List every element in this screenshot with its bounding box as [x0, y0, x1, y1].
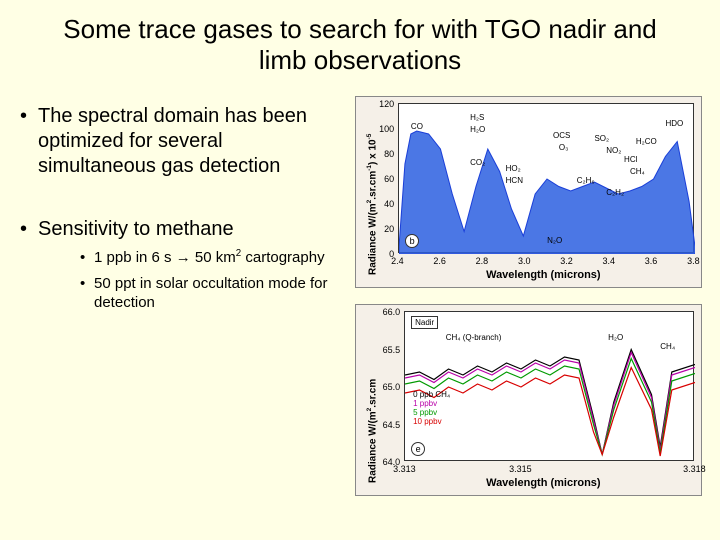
- chartA-ytick: 40: [372, 199, 394, 209]
- chartB-ytick: 66.0: [374, 307, 400, 317]
- chartA-plot: 0204060801001202.42.62.83.03.23.43.63.8C…: [398, 103, 694, 253]
- chartA-xtick: 3.4: [603, 256, 616, 266]
- chartB-plot: 64.064.565.065.566.03.3133.3153.318Nadir…: [404, 311, 694, 461]
- chartA-ytick: 80: [372, 149, 394, 159]
- bullet-sensitivity: Sensitivity to methane 1 ppb in 6 s → 50…: [18, 217, 345, 313]
- sb1-pre: 1 ppb in 6 s: [94, 249, 176, 266]
- gas-label: O₃: [559, 143, 568, 152]
- arrow-icon: →: [176, 249, 191, 266]
- chartB-xtick: 3.315: [509, 464, 532, 474]
- chartB-ylabel: Radiance W/(m2.sr.cm: [366, 379, 378, 483]
- sb1-post: 50 km: [191, 249, 236, 266]
- gas-label: HO₂: [506, 164, 521, 173]
- gas-label: H₂O: [470, 125, 485, 134]
- chartA-xtick: 3.0: [518, 256, 531, 266]
- left-column: The spectral domain has been optimized f…: [18, 96, 345, 496]
- gas-label: CH₄: [660, 342, 675, 351]
- chartB-ytick: 65.5: [374, 345, 400, 355]
- gas-label: OCS: [553, 131, 570, 140]
- gas-label: H₂S: [470, 113, 484, 122]
- chartA-xlabel: Wavelength (microns): [486, 269, 601, 281]
- ya-6: -5: [366, 134, 373, 140]
- gas-label: HDO: [665, 119, 683, 128]
- chart-spectral-domain: Radiance W/(m2.sr.cm-1) x 10-5 020406080…: [355, 96, 702, 288]
- chartB-xtick: 3.318: [683, 464, 706, 474]
- gas-label: C₂H₂: [606, 188, 624, 197]
- bullet-spectral: The spectral domain has been optimized f…: [18, 104, 345, 179]
- chartA-xtick: 3.2: [560, 256, 573, 266]
- content-row: The spectral domain has been optimized f…: [0, 84, 720, 496]
- gas-label: C₂H₆: [577, 176, 595, 185]
- gas-label: CO₂: [470, 158, 485, 167]
- nadir-label: Nadir: [411, 316, 438, 329]
- gas-label: N₂O: [547, 236, 562, 245]
- chartB-legend: 0 ppb CH₄1 ppbv5 ppbv10 ppbv: [413, 390, 450, 426]
- chartB-ytick: 64.5: [374, 420, 400, 430]
- gas-label: NO₂: [606, 146, 621, 155]
- gas-label: CH₄: [630, 167, 645, 176]
- gas-label: CO: [411, 122, 423, 131]
- bullet-sensitivity-text: Sensitivity to methane: [38, 218, 234, 240]
- page-title: Some trace gases to search for with TGO …: [0, 0, 720, 84]
- ya-1: Radiance W/(m: [367, 204, 378, 276]
- gas-label: H₂O: [608, 333, 623, 342]
- sb1-tail: cartography: [241, 249, 324, 266]
- chartA-xtick: 2.6: [433, 256, 446, 266]
- gas-label: CH₄ (Q-branch): [446, 333, 502, 342]
- gas-label: SO₂: [594, 134, 609, 143]
- yb-2: 2: [366, 408, 373, 412]
- chartA-ytick: 100: [372, 124, 394, 134]
- sub-bullet-cartography: 1 ppb in 6 s → 50 km2 cartography: [38, 248, 345, 268]
- ya-4: -1: [366, 165, 373, 171]
- chartB-ytick: 65.0: [374, 382, 400, 392]
- gas-label: HCl: [624, 155, 637, 164]
- chartA-ytick: 20: [372, 224, 394, 234]
- chartB-xtick: 3.313: [393, 464, 416, 474]
- legend-item: 1 ppbv: [413, 399, 450, 408]
- chart-methane: Radiance W/(m2.sr.cm 64.064.565.065.566.…: [355, 304, 702, 496]
- legend-item: 0 ppb CH₄: [413, 390, 450, 399]
- chartA-ytick: 120: [372, 99, 394, 109]
- chartA-xtick: 2.4: [391, 256, 404, 266]
- legend-item: 5 ppbv: [413, 408, 450, 417]
- right-column: Radiance W/(m2.sr.cm-1) x 10-5 020406080…: [355, 96, 702, 496]
- chartB-xlabel: Wavelength (microns): [486, 477, 601, 489]
- chartA-xtick: 2.8: [476, 256, 489, 266]
- sub-bullet-occultation: 50 ppt in solar occultation mode for det…: [38, 274, 345, 313]
- chartA-ytick: 60: [372, 174, 394, 184]
- gas-label: H₂CO: [636, 137, 657, 146]
- legend-item: 10 ppbv: [413, 417, 450, 426]
- gas-label: HCN: [506, 176, 523, 185]
- chartA-xtick: 3.8: [687, 256, 700, 266]
- chartA-xtick: 3.6: [645, 256, 658, 266]
